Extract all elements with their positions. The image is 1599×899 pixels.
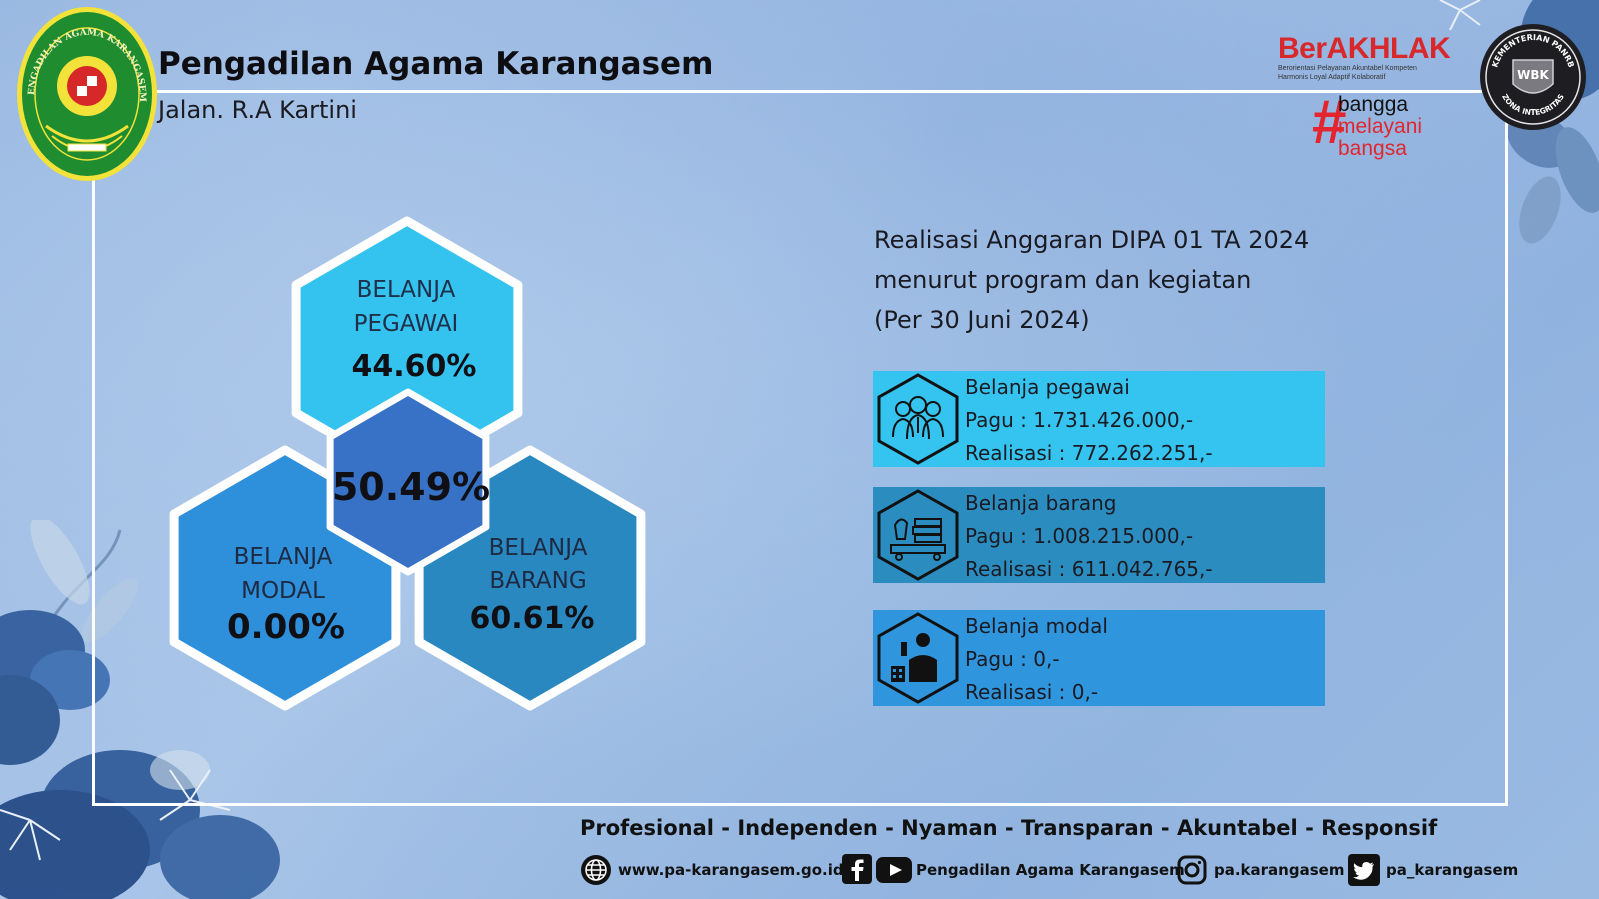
tagline: Profesional - Independen - Nyaman - Tran… (580, 816, 1438, 840)
instagram-icon[interactable] (1176, 854, 1208, 886)
people-icon (877, 373, 959, 465)
card-realisasi: Realisasi : 611.042.765,- (965, 557, 1213, 581)
hex-pegawai-percent: 44.60% (352, 349, 477, 384)
card-title: Belanja pegawai (965, 375, 1130, 399)
twitter-handle[interactable]: pa_karangasem (1386, 861, 1519, 879)
card-pagu: Pagu : 0,- (965, 647, 1060, 671)
hex-barang-percent: 60.61% (470, 601, 595, 636)
wbk-seal: KEMENTERIAN PANRB ZONA INTEGRITAS WBK (1480, 24, 1586, 130)
melayani-text: melayani (1338, 115, 1423, 138)
card-realisasi: Realisasi : 0,- (965, 680, 1099, 704)
wbk-text: WBK (1517, 68, 1549, 82)
worker-icon (877, 612, 959, 704)
social-name[interactable]: Pengadilan Agama Karangasem (916, 861, 1185, 879)
website-link[interactable]: www.pa-karangasem.go.id (618, 861, 844, 879)
card-pagu: Pagu : 1.731.426.000,- (965, 408, 1194, 432)
twitter-icon[interactable] (1348, 854, 1380, 886)
hex-modal-label-2: MODAL (241, 578, 325, 604)
report-title: Realisasi Anggaran DIPA 01 TA 2024 menur… (874, 220, 1434, 340)
page-title: Pengadilan Agama Karangasem (158, 46, 714, 82)
card-title: Belanja modal (965, 614, 1108, 638)
youtube-icon[interactable] (876, 857, 912, 883)
card-belanja-pegawai: Belanja pegawai Pagu : 1.731.426.000,- R… (873, 371, 1325, 467)
card-belanja-modal: Belanja modal Pagu : 0,- Realisasi : 0,- (873, 610, 1325, 706)
report-title-line-2: menurut program dan kegiatan (874, 266, 1252, 294)
address-text: Jalan. R.A Kartini (158, 96, 357, 124)
report-title-line-1: Realisasi Anggaran DIPA 01 TA 2024 (874, 226, 1310, 254)
berakhlak-logo: BerAKHLAK Berorientasi Pelayanan Akuntab… (1278, 34, 1453, 86)
court-logo: PENGADILAN AGAMA KARANGASEM (16, 6, 157, 181)
berakhlak-text: BerAKHLAK (1278, 32, 1451, 65)
content-frame (92, 90, 1508, 806)
hex-total-percent: 50.49% (332, 465, 490, 509)
card-title: Belanja barang (965, 491, 1117, 515)
instagram-handle[interactable]: pa.karangasem (1214, 861, 1345, 879)
card-belanja-barang: Belanja barang Pagu : 1.008.215.000,- Re… (873, 487, 1325, 583)
berakhlak-line-1: Berorientasi Pelayanan Akuntabel Kompete… (1278, 65, 1417, 72)
hashtag-icon: # (1312, 88, 1347, 157)
hex-total (326, 388, 490, 576)
hex-pegawai-label-1: BELANJA (357, 277, 456, 303)
bangga-melayani-logo: # bangga melayani bangsa (1312, 92, 1462, 162)
hex-modal-label-1: BELANJA (234, 544, 333, 570)
report-title-line-3: (Per 30 Juni 2024) (874, 306, 1090, 334)
bangga-text: bangga (1338, 93, 1409, 116)
card-realisasi: Realisasi : 772.262.251,- (965, 441, 1213, 465)
facebook-icon[interactable] (842, 854, 872, 884)
hex-modal-percent: 0.00% (227, 607, 345, 647)
goods-icon (877, 489, 959, 581)
hex-pegawai-label-2: PEGAWAI (354, 311, 459, 337)
bangsa-text: bangsa (1338, 137, 1407, 160)
hex-barang-label-1: BELANJA (489, 535, 588, 561)
globe-icon (581, 855, 611, 885)
hex-barang-label-2: BARANG (489, 568, 586, 594)
berakhlak-line-2: Harmonis Loyal Adaptif Kolaboratif (1278, 74, 1386, 81)
flower-decoration-left (0, 520, 280, 899)
card-pagu: Pagu : 1.008.215.000,- (965, 524, 1194, 548)
